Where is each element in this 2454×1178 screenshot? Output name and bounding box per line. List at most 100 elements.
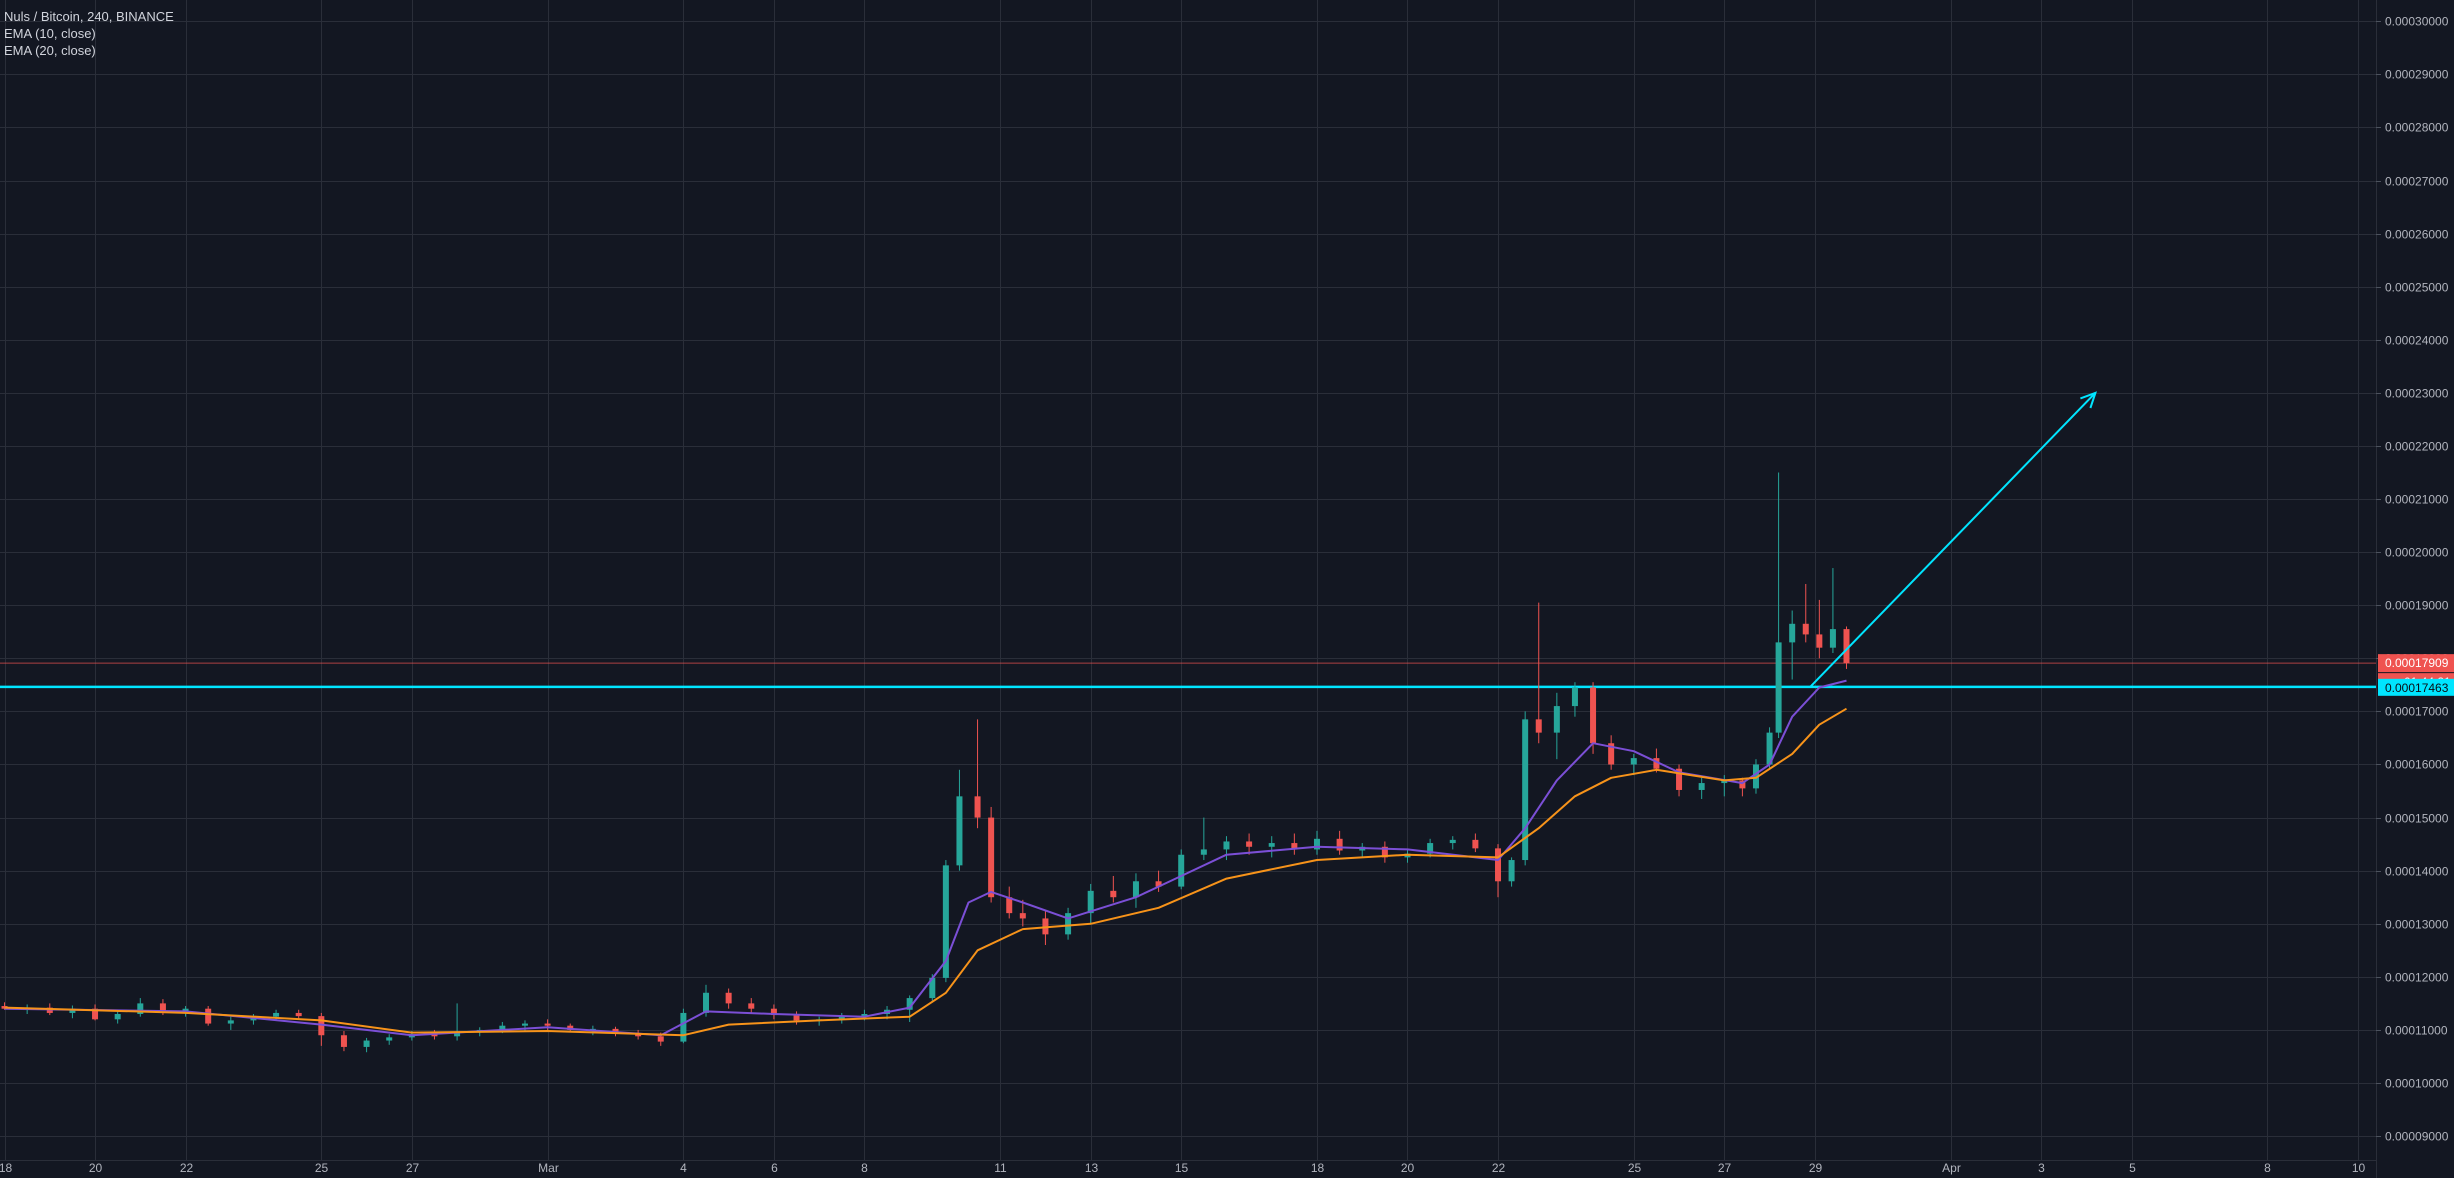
candle-body (1535, 719, 1542, 733)
time-tick-label: 25 (1628, 1161, 1642, 1175)
time-tick-label: 5 (2129, 1161, 2136, 1175)
time-tick-label: 27 (1718, 1161, 1732, 1175)
price-tick-label: 0.00023000 (2385, 387, 2449, 401)
candle-body (227, 1020, 234, 1024)
ema10-label[interactable]: EMA (10, close) (4, 26, 96, 41)
time-axis[interactable]: 18 20 22 25 27 Mar 4 6 8 11 13 15 18 20 22 25 27 29 Apr 3 5 8… (0, 1161, 2365, 1175)
arrow-head (2080, 391, 2098, 409)
candle-body (1775, 642, 1782, 733)
candle-body (1019, 913, 1026, 919)
candle-body (929, 977, 936, 999)
time-tick-label: 6 (771, 1161, 778, 1175)
candle-body (1313, 838, 1320, 850)
candle-body (1676, 768, 1683, 790)
candle-body (205, 1008, 212, 1024)
candle-body (1571, 687, 1578, 707)
candle-body (838, 1016, 845, 1020)
candle-body (499, 1025, 506, 1030)
candle-body (1223, 841, 1230, 850)
candle-body (1291, 843, 1298, 850)
time-tick-label: 22 (1492, 1161, 1506, 1175)
candle-body (137, 1003, 144, 1015)
candle-body (1268, 843, 1275, 847)
time-tick-label: 20 (1401, 1161, 1415, 1175)
price-tick-label: 0.00028000 (2385, 121, 2449, 135)
candle-body (1630, 758, 1637, 765)
candle-body (295, 1012, 302, 1017)
candle-body (544, 1023, 551, 1026)
candle-body (1802, 623, 1809, 635)
candle-body (1829, 629, 1836, 648)
candle-body (318, 1016, 325, 1036)
price-tick-label: 0.00019000 (2385, 599, 2449, 613)
time-tick-label: 18 (1311, 1161, 1325, 1175)
candle-body (454, 1032, 461, 1037)
time-tick-label: 3 (2038, 1161, 2045, 1175)
arrow-shaft (1809, 392, 2097, 688)
candle-body (69, 1008, 76, 1013)
price-tick-label: 0.00025000 (2385, 281, 2449, 295)
candle-body (1427, 843, 1434, 854)
candle-body (1065, 913, 1072, 935)
time-tick-label: 8 (2264, 1161, 2271, 1175)
candle-body (340, 1035, 347, 1047)
candle-body (1472, 839, 1479, 849)
horizontal-levels (0, 662, 2376, 689)
price-axis[interactable]: 0.00009000 0.00010000 0.00011000 0.00012000… (2376, 15, 2449, 1144)
price-tick-label: 0.00021000 (2385, 493, 2449, 507)
candle-body (680, 1012, 687, 1042)
candle-body (703, 992, 710, 1013)
candle-body (159, 1003, 166, 1013)
candle-body (1495, 848, 1502, 882)
candle-body (363, 1040, 370, 1047)
current-price-label: 0.00017909 (2385, 656, 2449, 670)
price-tick-label: 0.00009000 (2385, 1130, 2449, 1144)
price-tick-label: 0.00020000 (2385, 546, 2449, 560)
price-tick-label: 0.00024000 (2385, 334, 2449, 348)
time-tick-label: 27 (406, 1161, 420, 1175)
price-tick-label: 0.00016000 (2385, 758, 2449, 772)
candle-body (1246, 841, 1253, 847)
candle-body (1132, 881, 1139, 898)
candle-body (386, 1037, 393, 1041)
price-tick-label: 0.00017000 (2385, 705, 2449, 719)
candle-body (974, 796, 981, 818)
candle-body (1608, 743, 1615, 765)
candle-body (1087, 890, 1094, 914)
candle-body (770, 1008, 777, 1016)
time-tick-label: 22 (180, 1161, 194, 1175)
price-tick-label: 0.00015000 (2385, 812, 2449, 826)
price-tick-label: 0.00010000 (2385, 1077, 2449, 1091)
candle-body (114, 1014, 121, 1020)
candle-body (1336, 838, 1343, 851)
price-tick-label: 0.00029000 (2385, 68, 2449, 82)
ema-lines (4, 679, 1848, 1037)
support-price-label: 0.00017463 (2385, 681, 2449, 695)
price-tick-label: 0.00012000 (2385, 971, 2449, 985)
candle-body (612, 1028, 619, 1034)
candle-body (589, 1028, 596, 1030)
candle-body (1721, 780, 1728, 784)
candle-body (942, 865, 949, 978)
candle-body (1508, 860, 1515, 882)
symbol-label[interactable]: Nuls / Bitcoin, 240, BINANCE (4, 9, 174, 24)
time-tick-label: 4 (680, 1161, 687, 1175)
candle-body (1816, 634, 1823, 648)
candle-body (521, 1023, 528, 1026)
price-tags: 0.0001790901:44:210.00017463 (2378, 654, 2454, 696)
candle-body (956, 796, 963, 866)
candle-body (1739, 780, 1746, 789)
projection-arrow[interactable] (1809, 391, 2098, 688)
ema20-label[interactable]: EMA (20, close) (4, 43, 96, 58)
price-tick-label: 0.00030000 (2385, 15, 2449, 29)
candle-body (1155, 881, 1162, 887)
candle-body (1110, 890, 1117, 898)
time-tick-label: 15 (1175, 1161, 1189, 1175)
candle-body (1553, 706, 1560, 733)
time-tick-label: 13 (1085, 1161, 1099, 1175)
price-tick-label: 0.00027000 (2385, 175, 2449, 189)
time-tick-label: 10 (2352, 1161, 2366, 1175)
candle-body (92, 1008, 99, 1020)
